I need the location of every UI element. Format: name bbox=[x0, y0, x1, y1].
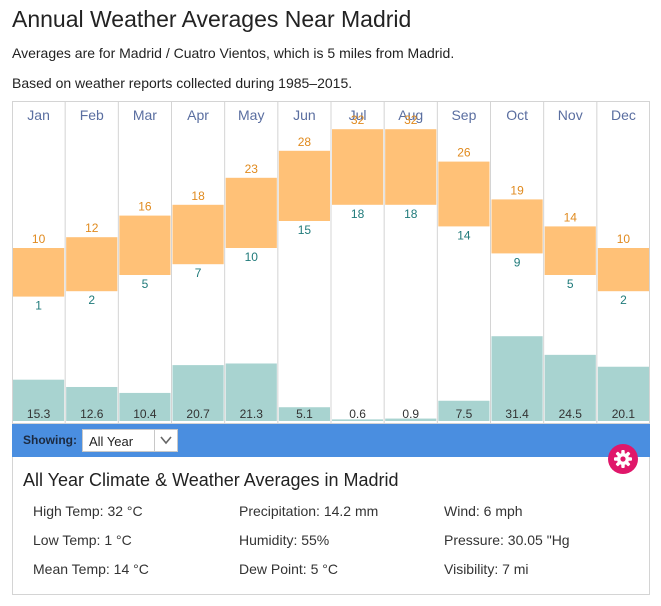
high-temp-label: 32 bbox=[351, 113, 365, 127]
low-temp-label: 10 bbox=[245, 250, 259, 264]
high-temp-label: 18 bbox=[191, 189, 205, 203]
precip-bar bbox=[544, 354, 596, 421]
precip-label: 10.4 bbox=[133, 407, 157, 421]
low-temp-label: 2 bbox=[88, 293, 95, 307]
temp-band bbox=[491, 199, 543, 254]
temp-band bbox=[544, 226, 596, 275]
precip-bar bbox=[13, 379, 65, 421]
settings-button[interactable] bbox=[608, 444, 638, 474]
stat-visibility: Visibility: 7 mi bbox=[444, 561, 529, 577]
temp-band bbox=[66, 237, 118, 292]
precip-label: 15.3 bbox=[27, 407, 51, 421]
high-temp-label: 26 bbox=[457, 146, 471, 160]
stat-mean-temp: Mean Temp: 14 °C bbox=[33, 561, 149, 577]
precip-label: 0.6 bbox=[349, 407, 366, 421]
precip-bar bbox=[278, 407, 330, 421]
precip-bar bbox=[225, 363, 277, 421]
low-temp-label: 5 bbox=[142, 277, 149, 291]
chevron-down-icon[interactable] bbox=[154, 430, 177, 451]
gear-icon bbox=[614, 450, 632, 468]
temp-band bbox=[172, 204, 224, 265]
stat-wind: Wind: 6 mph bbox=[444, 503, 523, 519]
low-temp-label: 9 bbox=[514, 255, 521, 269]
temp-band bbox=[119, 215, 171, 275]
month-label: Feb bbox=[80, 107, 104, 123]
month-label: Jan bbox=[27, 107, 50, 123]
month-label: Mar bbox=[133, 107, 157, 123]
monthly-weather-chart: Jan 10 1 15.3 Feb 12 2 12.6 Mar 16 5 10.4 Apr 18 7 20.7… bbox=[12, 101, 650, 424]
precip-label: 31.4 bbox=[505, 407, 529, 421]
precip-bar bbox=[66, 386, 118, 421]
precip-label: 20.1 bbox=[612, 407, 636, 421]
high-temp-label: 32 bbox=[404, 113, 418, 127]
stat-low-temp: Low Temp: 1 °C bbox=[33, 532, 132, 548]
temp-band bbox=[225, 177, 277, 248]
precip-bar bbox=[332, 419, 384, 421]
precip-label: 5.1 bbox=[296, 407, 313, 421]
precip-label: 21.3 bbox=[240, 407, 264, 421]
temp-band bbox=[13, 248, 65, 297]
temp-band bbox=[597, 248, 649, 292]
high-temp-label: 12 bbox=[85, 221, 99, 235]
low-temp-label: 1 bbox=[35, 299, 42, 313]
high-temp-label: 19 bbox=[510, 183, 524, 197]
stat-high-temp: High Temp: 32 °C bbox=[33, 503, 143, 519]
month-label: Dec bbox=[611, 107, 636, 123]
period-select[interactable]: All Year bbox=[82, 429, 178, 452]
high-temp-label: 10 bbox=[617, 232, 631, 246]
stat-pressure: Pressure: 30.05 "Hg bbox=[444, 532, 570, 548]
month-label: Oct bbox=[506, 107, 528, 123]
page-title: Annual Weather Averages Near Madrid bbox=[12, 6, 412, 32]
stat-dew-point: Dew Point: 5 °C bbox=[239, 561, 338, 577]
data-period-note: Based on weather reports collected durin… bbox=[12, 75, 353, 91]
low-temp-label: 14 bbox=[457, 228, 471, 242]
low-temp-label: 2 bbox=[620, 293, 627, 307]
month-label: Apr bbox=[187, 107, 209, 123]
low-temp-label: 18 bbox=[404, 207, 418, 221]
high-temp-label: 10 bbox=[32, 232, 46, 246]
high-temp-label: 14 bbox=[564, 210, 578, 224]
precip-label: 7.5 bbox=[456, 407, 473, 421]
precip-bar bbox=[119, 392, 171, 421]
month-label: Jul bbox=[349, 107, 367, 123]
month-label: Aug bbox=[398, 107, 423, 123]
low-temp-label: 15 bbox=[298, 223, 312, 237]
period-select-value: All Year bbox=[89, 434, 134, 449]
month-label: May bbox=[238, 107, 264, 123]
temp-band bbox=[438, 161, 490, 227]
showing-label: Showing: bbox=[23, 433, 77, 447]
precip-label: 0.9 bbox=[402, 407, 419, 421]
month-label: Sep bbox=[451, 107, 476, 123]
precip-bar bbox=[172, 365, 224, 421]
precip-label: 20.7 bbox=[186, 407, 210, 421]
temp-band bbox=[332, 129, 384, 205]
low-temp-label: 18 bbox=[351, 207, 365, 221]
month-label: Jun bbox=[293, 107, 316, 123]
month-label: Nov bbox=[558, 107, 583, 123]
low-temp-label: 5 bbox=[567, 277, 574, 291]
precip-bar bbox=[438, 400, 490, 421]
stat-precipitation: Precipitation: 14.2 mm bbox=[239, 503, 379, 519]
precip-bar bbox=[491, 336, 543, 421]
high-temp-label: 23 bbox=[245, 162, 259, 176]
precip-bar bbox=[597, 366, 649, 421]
summary-panel: All Year Climate & Weather Averages in M… bbox=[12, 457, 650, 595]
temp-band bbox=[385, 129, 437, 205]
precip-bar bbox=[385, 418, 437, 421]
location-note: Averages are for Madrid / Cuatro Vientos… bbox=[12, 45, 455, 61]
precip-label: 12.6 bbox=[80, 407, 104, 421]
stat-humidity: Humidity: 55% bbox=[239, 532, 330, 548]
high-temp-label: 28 bbox=[298, 135, 312, 149]
showing-bar: Showing: All Year bbox=[12, 424, 650, 457]
low-temp-label: 7 bbox=[195, 266, 202, 280]
temp-band bbox=[278, 150, 330, 221]
high-temp-label: 16 bbox=[138, 200, 152, 214]
summary-title: All Year Climate & Weather Averages in M… bbox=[23, 470, 399, 490]
precip-label: 24.5 bbox=[559, 407, 583, 421]
